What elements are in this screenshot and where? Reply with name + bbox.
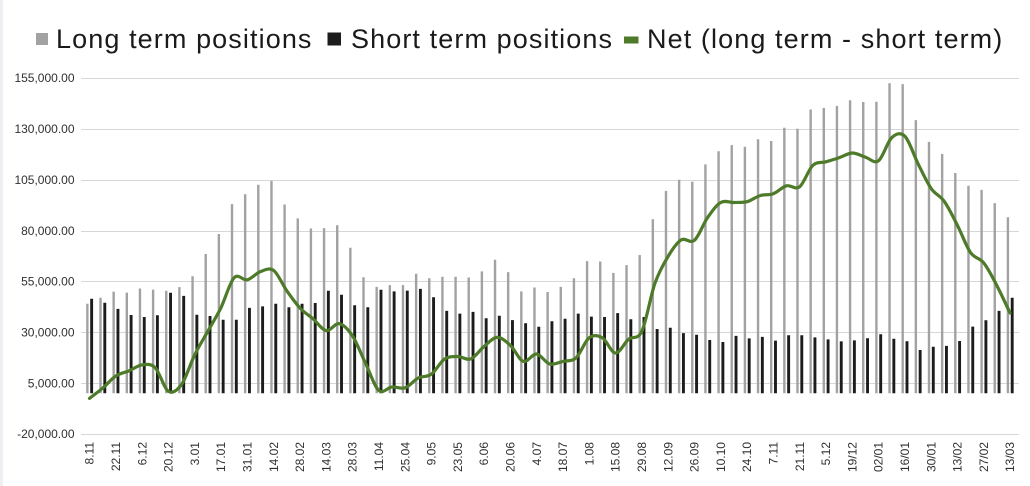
svg-text:6.06: 6.06 [477,442,491,466]
svg-text:20.12: 20.12 [162,442,176,472]
svg-text:13/03: 13/03 [1003,442,1017,472]
svg-text:23.05: 23.05 [451,442,465,472]
svg-text:29.08: 29.08 [635,442,649,472]
svg-text:22.11: 22.11 [109,442,123,471]
svg-text:10.10: 10.10 [714,442,728,472]
svg-text:-20,000.00: -20,000.00 [17,427,75,441]
svg-text:28.03: 28.03 [346,442,360,472]
svg-text:105,000.00: 105,000.00 [14,173,74,187]
svg-text:14.02: 14.02 [267,442,281,472]
svg-text:5.12: 5.12 [819,442,833,466]
svg-text:11.04: 11.04 [372,442,386,471]
svg-text:18.07: 18.07 [556,442,570,472]
svg-text:5,000.00: 5,000.00 [28,376,75,390]
svg-text:Short term positions: Short term positions [351,24,613,54]
svg-text:21.11: 21.11 [793,442,807,471]
svg-text:25.04: 25.04 [398,442,412,472]
svg-text:24.10: 24.10 [740,442,754,472]
svg-text:31.01: 31.01 [241,442,255,472]
svg-text:1.08: 1.08 [582,442,596,466]
svg-text:19/12: 19/12 [845,442,859,472]
svg-text:28.02: 28.02 [293,442,307,472]
svg-text:6.12: 6.12 [135,442,149,466]
svg-text:12.09: 12.09 [661,442,675,472]
svg-text:Net (long term - short term): Net (long term - short term) [647,24,1003,54]
svg-text:02/01: 02/01 [872,442,886,472]
svg-text:3.01: 3.01 [188,442,202,466]
svg-text:20.06: 20.06 [504,442,518,472]
svg-text:9.05: 9.05 [425,442,439,466]
svg-text:55,000.00: 55,000.00 [21,275,75,289]
svg-text:30,000.00: 30,000.00 [21,326,75,340]
svg-text:15.08: 15.08 [609,442,623,472]
svg-text:155,000.00: 155,000.00 [14,71,74,85]
svg-text:14.03: 14.03 [319,442,333,472]
svg-text:7.11: 7.11 [767,442,781,465]
svg-text:4.07: 4.07 [530,442,544,466]
svg-text:26.09: 26.09 [688,442,702,472]
svg-text:8.11: 8.11 [83,442,97,465]
svg-text:80,000.00: 80,000.00 [21,224,75,238]
svg-text:Long term positions: Long term positions [56,24,313,54]
svg-text:16/01: 16/01 [898,442,912,472]
svg-text:27/02: 27/02 [977,442,991,472]
svg-text:30/01: 30/01 [924,442,938,472]
svg-text:13/02: 13/02 [951,442,965,472]
svg-text:130,000.00: 130,000.00 [14,122,74,136]
svg-text:17.01: 17.01 [214,442,228,472]
